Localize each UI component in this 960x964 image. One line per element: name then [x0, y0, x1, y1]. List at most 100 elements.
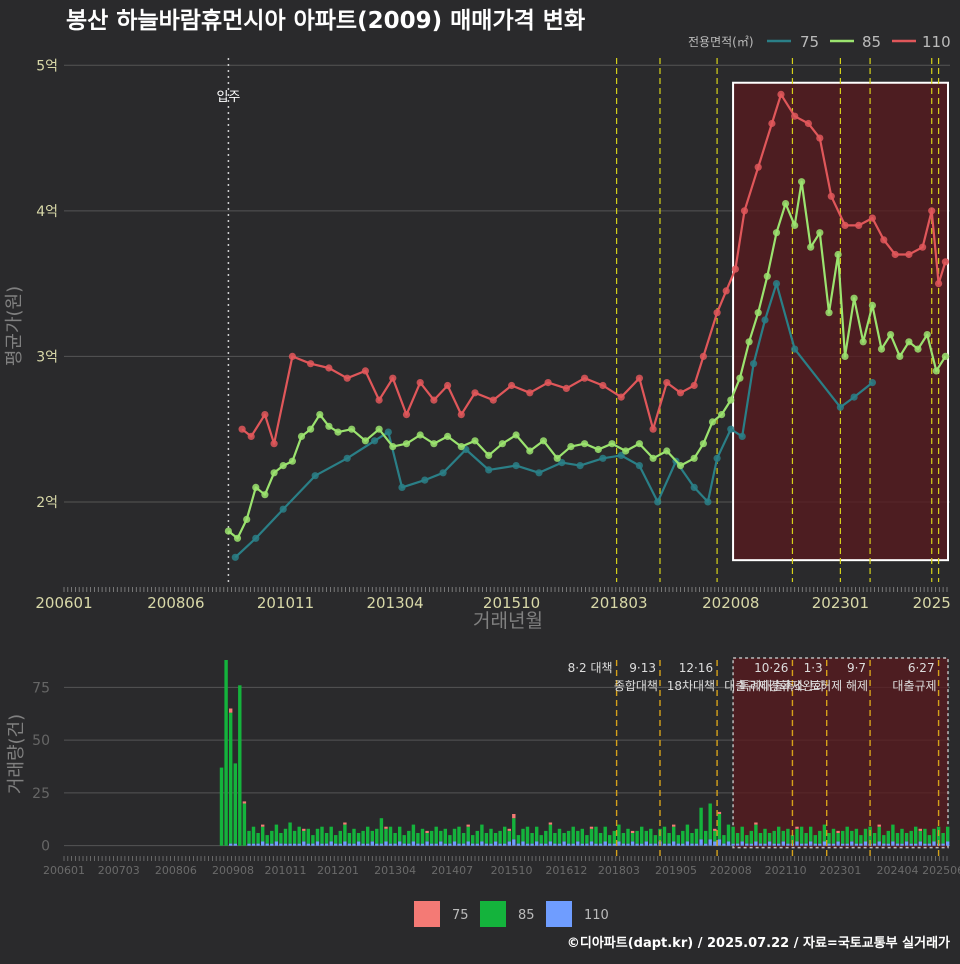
series-point-110-6: [325, 364, 333, 372]
volume-bar-110-15: [288, 843, 292, 846]
volume-bar-85-14: [283, 828, 288, 844]
volume-bar-85-68: [530, 833, 534, 844]
volume-bar-85-111: [726, 824, 731, 842]
series-point-110-2: [261, 411, 269, 419]
series-point-85-33: [622, 447, 630, 455]
volume-bar-110-46: [429, 843, 434, 846]
volume-bar-85-44: [420, 828, 425, 844]
volume-bar-75-9: [261, 824, 265, 827]
series-point-85-52: [816, 229, 824, 237]
volume-bar-85-135: [836, 833, 840, 842]
volume-bar-110-6: [247, 843, 251, 846]
volume-bar-85-104: [694, 828, 699, 844]
series-point-110-1: [247, 432, 255, 440]
series-point-110-31: [713, 309, 721, 317]
volume-bar-85-59: [489, 828, 493, 844]
series-point-85-39: [699, 440, 708, 448]
volume-bar-85-100: [676, 835, 680, 844]
series-point-75-19: [654, 498, 662, 506]
volume-bar-110-113: [735, 843, 740, 846]
volume-bar-110-72: [548, 841, 553, 846]
volume-bar-110-24: [329, 841, 333, 846]
volume-bar-110-94: [649, 843, 653, 846]
volume-bar-110-150: [904, 841, 909, 846]
volume-bar-110-122: [777, 843, 781, 846]
event-date-2: 12·16: [679, 661, 713, 675]
volume-bar-85-154: [923, 828, 927, 844]
volume-bar-85-34: [375, 828, 379, 844]
volume-bar-85-20: [311, 835, 315, 844]
volume-bar-110-148: [895, 843, 900, 846]
series-point-85-53: [825, 309, 833, 317]
volume-bar-110-38: [393, 843, 397, 846]
series-point-110-28: [676, 389, 685, 397]
volume-bar-110-107: [708, 839, 712, 846]
series-point-110-47: [905, 250, 913, 259]
series-point-75-25: [738, 432, 746, 440]
volume-bar-110-21: [315, 841, 320, 846]
top-legend: 전용면적(㎡) 75 85 110: [688, 33, 951, 51]
series-point-85-19: [430, 440, 438, 448]
volume-bar-85-45: [425, 833, 429, 842]
series-point-75-32: [868, 379, 877, 387]
volume-bar-85-107: [708, 803, 712, 840]
lower-x-tick-1: 200703: [98, 864, 140, 877]
volume-bar-85-25: [334, 835, 338, 844]
volume-bar-85-146: [886, 830, 890, 844]
volume-bar-110-65: [516, 843, 521, 846]
series-point-85-0: [224, 527, 232, 535]
volume-bar-110-53: [461, 843, 466, 846]
bottom-legend-label-110: 110: [584, 908, 609, 923]
volume-bar-110-69: [535, 841, 539, 846]
series-point-75-12: [512, 462, 520, 470]
series-point-85-63: [914, 345, 922, 353]
series-point-75-31: [850, 393, 858, 401]
volume-bar-85-48: [439, 830, 443, 842]
series-point-110-24: [617, 393, 625, 401]
volume-bar-85-91: [635, 830, 639, 844]
lower-axes: 200601 200703 200806 200908 201011 201201 2013…: [43, 856, 960, 877]
series-point-110-9: [375, 396, 383, 404]
volume-bar-110-86: [612, 843, 616, 846]
volume-bar-85-42: [411, 824, 416, 842]
series-point-75-28: [772, 280, 781, 288]
volume-bar-110-159: [946, 841, 950, 846]
volume-bar-110-99: [672, 841, 676, 846]
series-point-85-59: [877, 345, 886, 353]
volume-bar-110-61: [498, 843, 502, 846]
lower-x-tick-7: 201407: [431, 864, 473, 877]
bottom-legend-swatch-110: [546, 901, 572, 927]
chart-title: 봉산 하늘바람휴먼시아 아파트(2009) 매매가격 변화: [66, 8, 585, 34]
volume-bar-85-36: [384, 828, 388, 842]
volume-bar-85-110: [722, 835, 726, 844]
upper-y-tick-1: 3억: [36, 349, 58, 365]
series-point-75-2: [279, 505, 287, 513]
volume-bar-85-126: [795, 828, 799, 842]
volume-bar-110-83: [598, 843, 603, 846]
volume-bar-110-133: [827, 843, 831, 846]
series-point-75-30: [836, 403, 845, 411]
volume-bar-110-154: [923, 843, 927, 846]
series-point-75-15: [576, 462, 584, 470]
volume-bar-85-147: [891, 824, 895, 842]
event-date-1: 9·13: [629, 661, 656, 675]
volume-bar-85-155: [927, 835, 932, 844]
volume-bar-110-78: [576, 841, 580, 846]
volume-bar-85-9: [261, 826, 265, 842]
lower-x-tick-9: 201612: [545, 864, 587, 877]
series-point-110-8: [361, 367, 369, 375]
series-point-85-14: [361, 437, 369, 445]
volume-bar-85-30: [356, 833, 361, 842]
volume-bar-85-52: [457, 826, 461, 844]
volume-bar-75-18: [302, 828, 306, 831]
volume-bar-85-152: [914, 826, 918, 844]
volume-bar-110-62: [503, 843, 507, 846]
series-point-75-21: [690, 483, 698, 491]
volume-bar-110-135: [836, 841, 840, 846]
volume-bar-85-105: [699, 807, 703, 840]
series-point-85-15: [375, 425, 383, 433]
volume-bar-110-127: [799, 843, 804, 846]
volume-bar-110-108: [713, 841, 717, 846]
volume-bar-85-159: [946, 826, 950, 842]
volume-bar-110-8: [256, 843, 260, 846]
